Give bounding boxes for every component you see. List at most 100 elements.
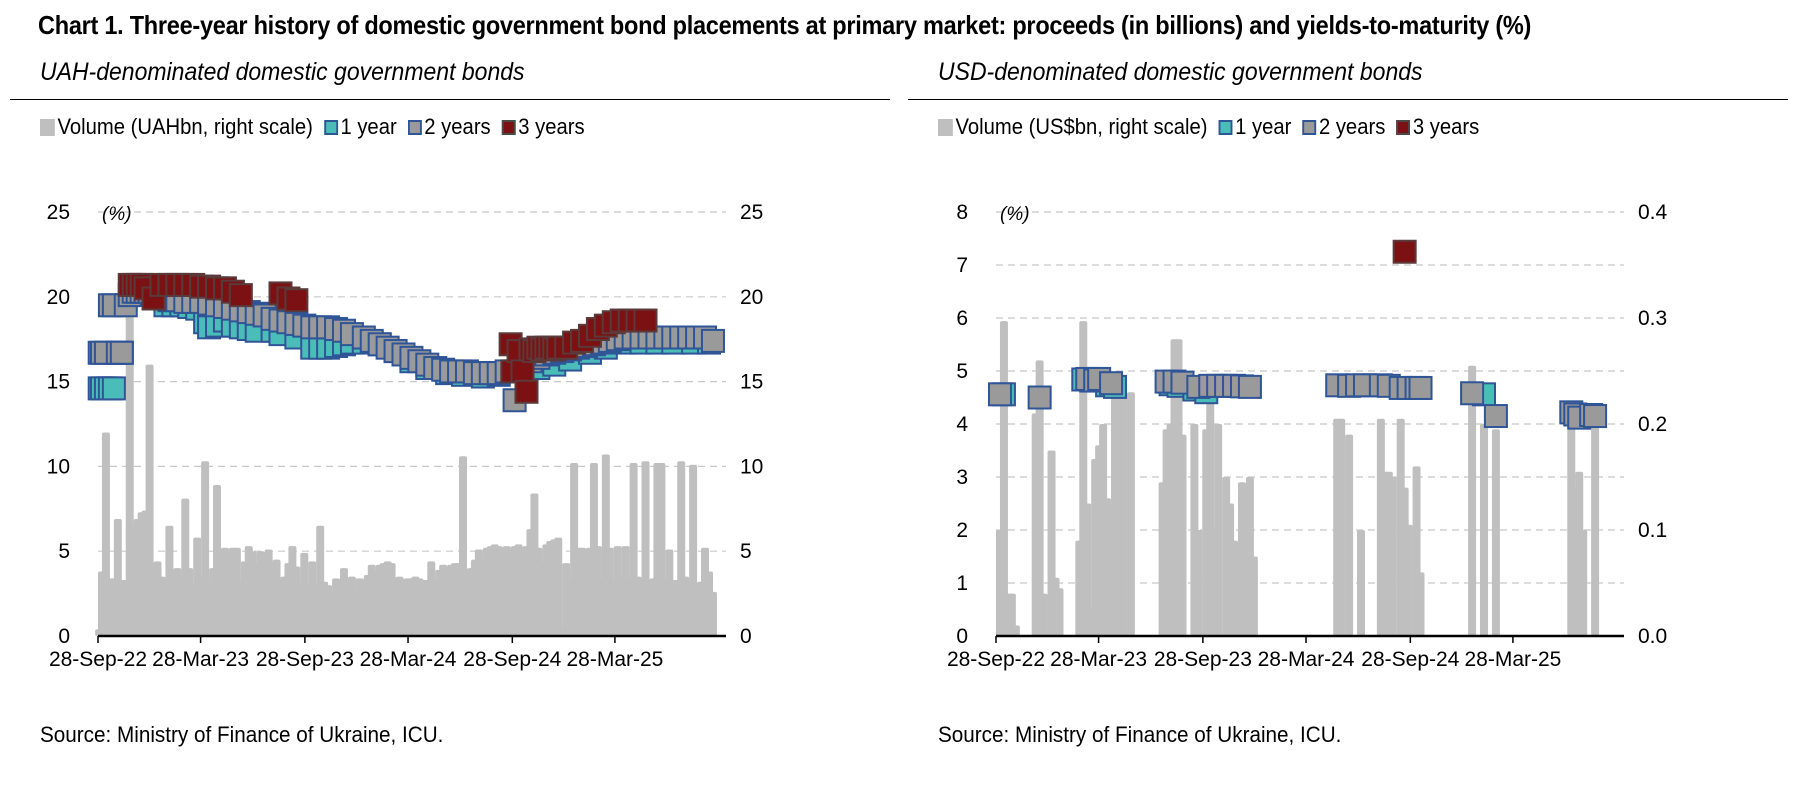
yield-marker-year2 xyxy=(1099,371,1124,396)
year2-swatch xyxy=(407,119,422,135)
legend-3-years: 3 years xyxy=(1396,114,1479,140)
yield-marker-year3 xyxy=(284,288,309,313)
yield-marker-year3 xyxy=(633,308,658,333)
year2-swatch xyxy=(1302,119,1317,135)
volume-bar xyxy=(1480,424,1489,636)
y-right-tick-label: 10 xyxy=(740,455,763,478)
yield-marker-year2 xyxy=(1408,375,1433,400)
unit-label: (%) xyxy=(1000,204,1030,225)
usd-panel: USD-denominated domestic government bond… xyxy=(908,58,1788,758)
uah-subtitle: UAH-denominated domestic government bond… xyxy=(40,58,525,86)
y-right-tick-label: 0 xyxy=(740,625,752,648)
legend-volume: Volume (US$bn, right scale) xyxy=(938,114,1207,140)
y-left-tick-label: 6 xyxy=(956,307,968,330)
uah-legend: Volume (UAHbn, right scale) 1 year 2 yea… xyxy=(40,114,596,140)
volume-bar xyxy=(1126,392,1135,636)
yield-marker-year2 xyxy=(109,340,134,365)
yield-marker-year2 xyxy=(1583,404,1608,429)
y-left-tick-label: 0 xyxy=(956,625,968,648)
volume-bar xyxy=(1249,556,1258,636)
yield-marker-year3 xyxy=(228,283,253,308)
y-right-tick-label: 5 xyxy=(740,540,752,563)
chart-title: Chart 1. Three-year history of domestic … xyxy=(38,10,1532,40)
y-right-tick-label: 15 xyxy=(740,371,763,394)
legend-1-year: 1 year xyxy=(1218,114,1292,140)
y-left-tick-label: 2 xyxy=(956,519,968,542)
y-right-tick-label: 0.2 xyxy=(1638,413,1667,436)
y-left-tick-label: 0 xyxy=(58,625,70,648)
yield-marker-year3 xyxy=(1392,239,1417,264)
x-tick-label: 28-Sep-22 xyxy=(947,648,1045,671)
legend-2-years-label: 2 years xyxy=(424,114,491,139)
x-tick-label: 28-Mar-23 xyxy=(152,648,249,671)
x-tick-label: 28-Sep-23 xyxy=(1154,648,1252,671)
y-left-tick-label: 4 xyxy=(956,413,968,436)
volume-bar xyxy=(708,591,717,636)
legend-3-years: 3 years xyxy=(501,114,585,140)
usd-legend: Volume (US$bn, right scale) 1 year 2 yea… xyxy=(938,114,1490,140)
year1-swatch xyxy=(1218,119,1233,135)
legend-2-years: 2 years xyxy=(407,114,491,140)
volume-bar xyxy=(1491,429,1500,636)
legend-1-year-label: 1 year xyxy=(1235,114,1292,139)
uah-header-rule xyxy=(10,99,890,100)
x-tick-label: 28-Sep-24 xyxy=(463,648,561,671)
volume-bar xyxy=(1337,418,1346,636)
volume-bar xyxy=(1357,530,1366,636)
yield-marker-year2 xyxy=(1460,381,1485,406)
volume-bar xyxy=(1404,524,1413,636)
year3-swatch xyxy=(1396,119,1411,135)
volume-bar xyxy=(1035,360,1044,636)
y-right-tick-label: 0.3 xyxy=(1638,307,1667,330)
y-right-tick-label: 25 xyxy=(740,201,763,224)
usd-source: Source: Ministry of Finance of Ukraine, … xyxy=(938,722,1342,747)
year3-swatch xyxy=(501,119,516,135)
volume-bar xyxy=(1214,424,1223,636)
x-tick-label: 28-Sep-23 xyxy=(256,648,354,671)
volume-bar xyxy=(1591,424,1600,636)
volume-bar xyxy=(1011,625,1020,636)
volume-bar xyxy=(554,537,563,636)
y-left-tick-label: 5 xyxy=(956,360,968,383)
x-tick-label: 28-Mar-25 xyxy=(1464,648,1561,671)
yield-marker-year2 xyxy=(1483,404,1508,429)
volume-bar xyxy=(1083,503,1092,636)
legend-volume-label: Volume (UAHbn, right scale) xyxy=(57,114,313,139)
volume-bar xyxy=(1055,588,1064,636)
y-right-tick-label: 0.1 xyxy=(1638,519,1667,542)
volume-bar xyxy=(1111,392,1120,636)
volume-bar xyxy=(999,321,1008,636)
legend-volume: Volume (UAHbn, right scale) xyxy=(40,114,313,140)
yield-marker-year2 xyxy=(700,328,725,353)
y-left-tick-label: 8 xyxy=(956,201,968,224)
legend-1-year-label: 1 year xyxy=(340,114,397,139)
uah-source: Source: Ministry of Finance of Ukraine, … xyxy=(40,722,444,747)
y-left-tick-label: 10 xyxy=(47,455,70,478)
volume-bar xyxy=(1468,365,1477,636)
yield-marker-year2 xyxy=(987,382,1012,407)
y-right-tick-label: 0.4 xyxy=(1638,201,1668,224)
volume-bar xyxy=(1579,530,1588,636)
usd-header-rule xyxy=(908,99,1788,100)
y-left-tick-label: 1 xyxy=(956,572,968,595)
legend-volume-label: Volume (US$bn, right scale) xyxy=(955,114,1208,139)
legend-2-years-label: 2 years xyxy=(1318,114,1386,139)
unit-label: (%) xyxy=(102,204,132,225)
uah-panel: UAH-denominated domestic government bond… xyxy=(10,58,890,758)
volume-bar xyxy=(145,364,154,636)
yield-marker-year3 xyxy=(510,359,535,384)
volume-swatch xyxy=(938,118,953,136)
legend-3-years-label: 3 years xyxy=(518,114,585,139)
volume-bar xyxy=(1416,572,1425,636)
legend-3-years-label: 3 years xyxy=(1412,114,1480,139)
volume-swatch xyxy=(40,118,55,136)
volume-bar xyxy=(1388,477,1397,636)
yield-marker-year2 xyxy=(1237,374,1262,399)
x-tick-label: 28-Mar-25 xyxy=(566,648,663,671)
yield-marker-year2 xyxy=(1027,385,1052,410)
yield-marker-year1 xyxy=(101,376,126,401)
y-left-tick-label: 15 xyxy=(47,371,70,394)
y-right-tick-label: 20 xyxy=(740,286,763,309)
volume-bar xyxy=(1039,593,1048,636)
